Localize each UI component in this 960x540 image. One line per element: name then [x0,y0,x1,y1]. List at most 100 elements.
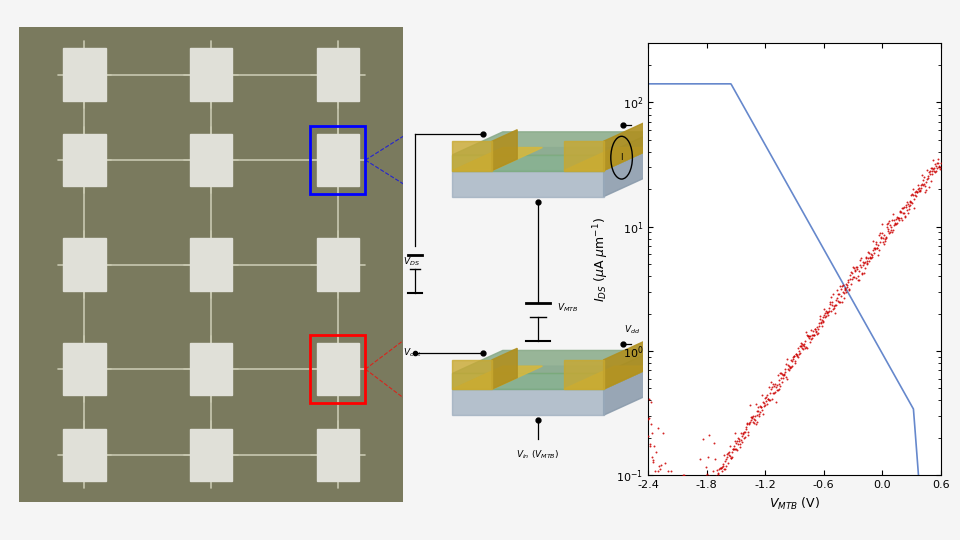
Point [833,292,849,301]
Point [789,352,804,361]
Point [841,285,856,293]
Point [874,219,889,228]
Point [780,375,795,383]
Point [858,254,874,262]
Point [855,260,871,269]
Point [929,164,945,172]
Point [757,401,773,410]
Point [749,407,764,415]
Point [741,420,756,428]
Point [738,424,754,433]
Point [680,518,695,526]
Point [730,437,745,445]
Point [707,496,722,504]
Point [891,213,906,222]
Point [841,276,856,285]
Point [736,434,752,442]
Point [758,397,774,406]
Point [739,420,755,428]
Point [698,521,713,530]
Point [644,420,660,429]
Point [914,184,929,193]
Point [851,272,866,281]
Point [676,510,691,519]
Point [660,467,675,476]
Point [670,515,685,523]
Point [857,258,873,267]
Point [681,476,696,485]
Point [826,304,841,313]
Point [646,442,661,450]
Point [828,301,844,309]
Point [887,221,902,230]
Point [776,370,791,379]
Point [839,287,854,296]
Bar [317,239,359,291]
Bar [63,429,106,481]
Point [799,343,814,352]
Bar [310,126,366,194]
Point [662,503,678,511]
Point [804,335,819,343]
Point [777,371,792,380]
Point [738,423,754,431]
Point [696,434,711,443]
Point [864,253,879,262]
Point [641,414,657,423]
Point [748,400,763,409]
Point [695,495,710,504]
Point [721,451,736,460]
Point [909,187,924,196]
Point [931,161,947,170]
Point [815,313,830,322]
Point [671,532,686,540]
Point [805,326,821,335]
Point [715,460,731,469]
Point [735,428,751,437]
Bar [63,343,106,395]
Point [682,534,697,540]
Point [910,188,925,197]
Point [764,383,780,391]
Point [744,414,759,422]
Point [770,386,785,394]
Point [752,409,767,418]
Point [751,402,766,411]
Point [769,386,784,394]
Point [702,431,717,440]
Point [717,457,732,465]
Point [796,340,811,349]
Point [846,262,861,271]
Point [681,526,696,535]
Point [708,454,723,463]
Point [843,275,858,284]
Point [724,454,739,462]
Point [901,197,917,206]
Point [886,226,901,234]
Point [790,344,805,353]
Polygon shape [452,366,542,389]
Point [879,227,895,235]
Point [755,406,770,414]
Point [763,384,779,393]
Point [710,468,726,477]
Point [867,244,882,253]
Point [683,506,698,515]
Point [655,489,670,497]
Point [668,521,684,530]
Polygon shape [452,366,654,389]
Point [898,202,913,211]
Point [740,430,756,439]
Point [670,508,685,517]
Point [736,428,752,436]
Point [687,504,703,513]
Text: $V_{dd}$: $V_{dd}$ [624,323,640,336]
Polygon shape [564,147,654,171]
Point [804,326,819,335]
Point [777,369,792,378]
Point [881,225,897,234]
Point [735,430,751,438]
Point [798,343,813,352]
Point [855,258,871,266]
Point [917,187,932,196]
